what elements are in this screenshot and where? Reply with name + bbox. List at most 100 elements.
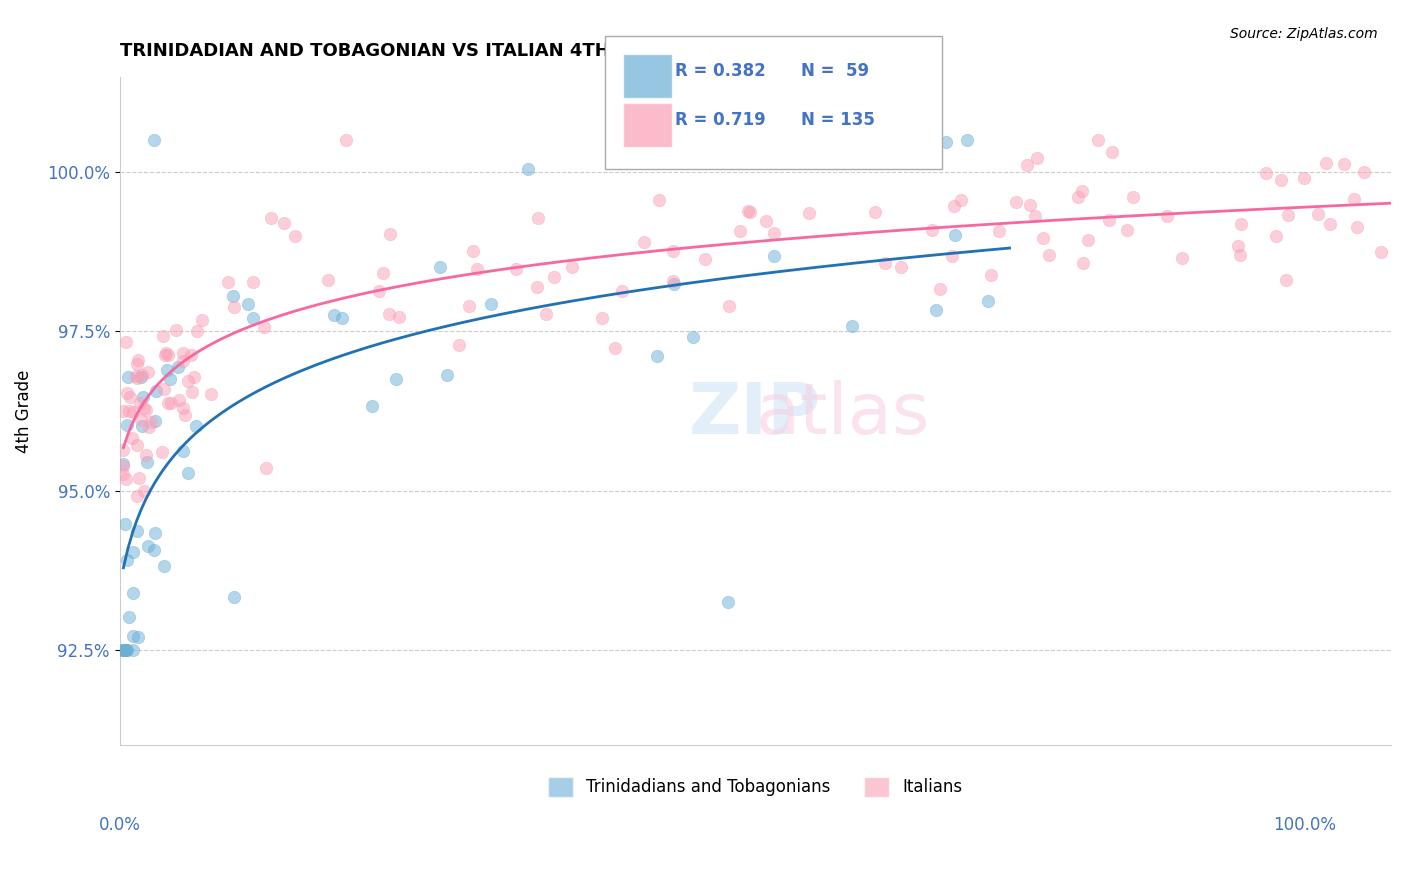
- Italians: [1346, 219, 1368, 234]
- Italians: [661, 273, 683, 287]
- Italians: [112, 459, 135, 474]
- Trinidadians and Tobagonians: [479, 296, 502, 310]
- Italians: [156, 348, 179, 362]
- Trinidadians and Tobagonians: [361, 399, 384, 413]
- Trinidadians and Tobagonians: [238, 297, 260, 311]
- Italians: [536, 307, 558, 321]
- Trinidadians and Tobagonians: [115, 642, 138, 657]
- Trinidadians and Tobagonians: [645, 349, 668, 363]
- Italians: [1226, 239, 1249, 253]
- Italians: [172, 401, 194, 416]
- Italians: [1077, 233, 1099, 247]
- Italians: [799, 206, 821, 220]
- Italians: [155, 347, 177, 361]
- Trinidadians and Tobagonians: [943, 227, 966, 242]
- Italians: [465, 262, 488, 277]
- Italians: [980, 268, 1002, 283]
- Trinidadians and Tobagonians: [925, 302, 948, 317]
- Italians: [172, 353, 194, 368]
- Italians: [1256, 166, 1278, 180]
- Italians: [1277, 209, 1299, 223]
- Trinidadians and Tobagonians: [436, 368, 458, 383]
- Trinidadians and Tobagonians: [152, 558, 174, 573]
- Italians: [1087, 133, 1109, 147]
- Italians: [718, 299, 741, 313]
- Italians: [129, 396, 152, 410]
- Trinidadians and Tobagonians: [717, 595, 740, 609]
- Italians: [1026, 151, 1049, 165]
- Italians: [863, 204, 886, 219]
- Italians: [505, 262, 527, 277]
- Trinidadians and Tobagonians: [172, 444, 194, 458]
- Trinidadians and Tobagonians: [222, 289, 245, 303]
- Italians: [1019, 197, 1042, 211]
- Italians: [1270, 173, 1292, 187]
- Italians: [174, 408, 197, 422]
- Italians: [1315, 155, 1337, 169]
- Trinidadians and Tobagonians: [132, 391, 155, 405]
- Italians: [875, 256, 897, 270]
- Italians: [169, 392, 191, 407]
- Italians: [1024, 210, 1046, 224]
- Trinidadians and Tobagonians: [122, 585, 145, 599]
- Trinidadians and Tobagonians: [129, 370, 152, 384]
- Italians: [1004, 194, 1026, 209]
- Italians: [373, 266, 395, 280]
- Italians: [125, 438, 148, 452]
- Italians: [740, 205, 762, 219]
- Trinidadians and Tobagonians: [112, 642, 135, 657]
- Trinidadians and Tobagonians: [330, 310, 353, 325]
- Trinidadians and Tobagonians: [429, 260, 451, 274]
- Italians: [1265, 229, 1288, 244]
- Italians: [139, 415, 162, 429]
- Trinidadians and Tobagonians: [115, 642, 138, 657]
- Italians: [633, 235, 655, 250]
- Trinidadians and Tobagonians: [762, 249, 785, 263]
- Trinidadians and Tobagonians: [112, 642, 135, 657]
- Text: N = 135: N = 135: [801, 112, 876, 129]
- Text: N =  59: N = 59: [801, 62, 869, 80]
- Italians: [949, 193, 972, 207]
- Italians: [942, 199, 965, 213]
- Italians: [260, 211, 283, 226]
- Italians: [127, 353, 149, 368]
- Italians: [1071, 256, 1094, 270]
- Italians: [157, 396, 180, 410]
- Italians: [461, 244, 484, 258]
- Italians: [152, 329, 174, 343]
- Italians: [112, 467, 135, 482]
- Trinidadians and Tobagonians: [384, 372, 406, 386]
- Italians: [1275, 273, 1298, 287]
- Italians: [1098, 212, 1121, 227]
- Italians: [368, 285, 391, 299]
- Italians: [1229, 247, 1251, 261]
- Italians: [1306, 207, 1329, 221]
- Text: R = 0.382: R = 0.382: [675, 62, 766, 80]
- Text: Source: ZipAtlas.com: Source: ZipAtlas.com: [1230, 27, 1378, 41]
- Italians: [685, 153, 707, 167]
- Italians: [929, 282, 952, 296]
- Text: R = 0.719: R = 0.719: [675, 112, 766, 129]
- Italians: [135, 402, 157, 417]
- Trinidadians and Tobagonians: [186, 419, 208, 434]
- Italians: [1171, 251, 1194, 265]
- Italians: [150, 444, 173, 458]
- Trinidadians and Tobagonians: [121, 642, 143, 657]
- Trinidadians and Tobagonians: [682, 330, 704, 344]
- Italians: [112, 442, 135, 457]
- Italians: [1333, 157, 1355, 171]
- Trinidadians and Tobagonians: [117, 369, 139, 384]
- Trinidadians and Tobagonians: [112, 642, 135, 657]
- Trinidadians and Tobagonians: [242, 311, 264, 326]
- Italians: [378, 307, 401, 321]
- Italians: [131, 368, 153, 382]
- Trinidadians and Tobagonians: [112, 457, 135, 471]
- Italians: [526, 280, 548, 294]
- Italians: [127, 357, 149, 371]
- Trinidadians and Tobagonians: [841, 319, 863, 334]
- Trinidadians and Tobagonians: [977, 293, 1000, 308]
- Trinidadians and Tobagonians: [142, 133, 165, 147]
- Italians: [112, 404, 135, 418]
- Trinidadians and Tobagonians: [517, 162, 540, 177]
- Italians: [755, 213, 778, 227]
